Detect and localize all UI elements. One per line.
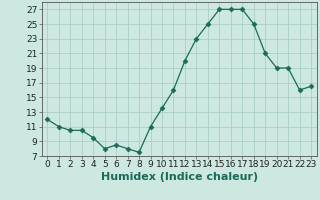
X-axis label: Humidex (Indice chaleur): Humidex (Indice chaleur) bbox=[100, 172, 258, 182]
